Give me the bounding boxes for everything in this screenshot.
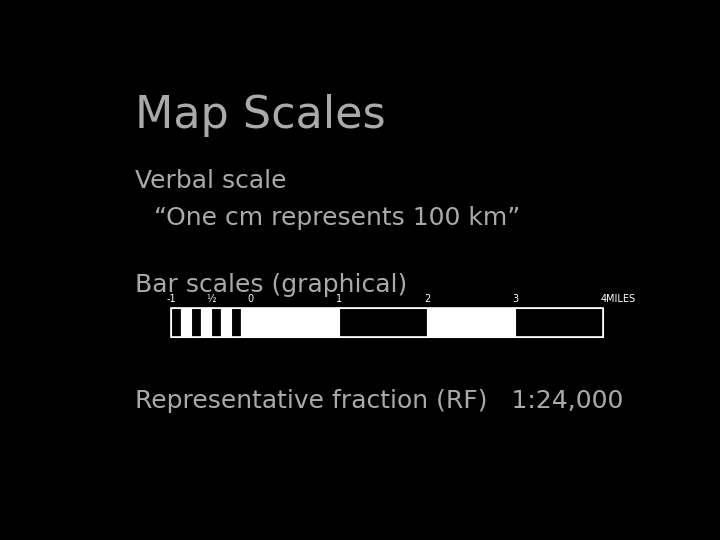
Bar (516, 308, 603, 337)
Bar (211, 308, 221, 337)
Bar (191, 308, 201, 337)
Text: 4: 4 (600, 294, 606, 304)
Text: 0: 0 (248, 294, 254, 304)
Text: “One cm represents 100 km”: “One cm represents 100 km” (154, 206, 521, 230)
Text: 2: 2 (424, 294, 431, 304)
Text: Bar scales (graphical): Bar scales (graphical) (135, 273, 407, 296)
Bar (231, 308, 241, 337)
Bar (339, 308, 427, 337)
Bar (171, 308, 181, 337)
Text: 3: 3 (512, 294, 518, 304)
Bar (251, 308, 339, 337)
Text: MILES: MILES (606, 294, 635, 304)
Text: Map Scales: Map Scales (135, 94, 385, 137)
Bar (201, 308, 211, 337)
Bar (171, 308, 603, 337)
Bar (221, 308, 231, 337)
Bar (241, 308, 251, 337)
Text: Representative fraction (RF)   1:24,000: Representative fraction (RF) 1:24,000 (135, 389, 623, 413)
Bar (427, 308, 516, 337)
Bar (181, 308, 191, 337)
Text: Verbal scale: Verbal scale (135, 168, 286, 193)
Text: ½: ½ (206, 294, 216, 304)
Text: 1: 1 (336, 294, 342, 304)
Text: -1: -1 (166, 294, 176, 304)
